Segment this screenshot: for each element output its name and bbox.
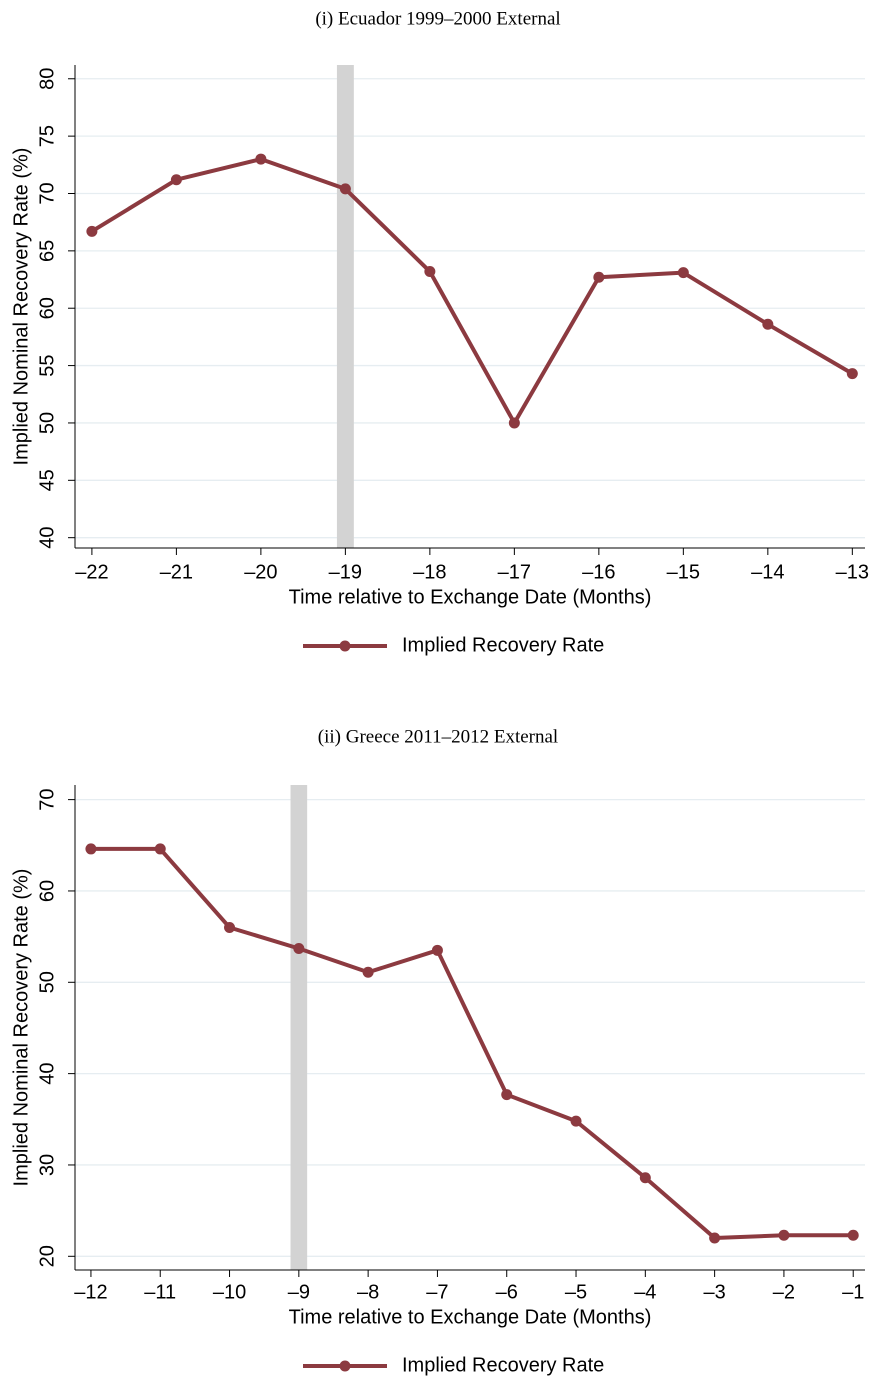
x-axis-title: Time relative to Exchange Date (Months)	[289, 586, 652, 608]
y-tick-label: 40	[36, 1063, 58, 1085]
point	[431, 944, 443, 956]
y-tick-label: 50	[36, 971, 58, 993]
y-tick-label: 40	[36, 527, 58, 549]
y-tick-label: 80	[36, 68, 58, 90]
point	[362, 966, 374, 978]
point	[154, 843, 166, 855]
y-tick-label: 75	[36, 125, 58, 147]
chart-title: (i) Ecuador 1999–2000 External	[315, 8, 560, 29]
point	[339, 183, 351, 195]
point	[501, 1089, 513, 1101]
legend-label: Implied Recovery Rate	[402, 1354, 604, 1376]
y-axis-title: Implied Nominal Recovery Rate (%)	[10, 869, 32, 1187]
x-tick-label: –5	[565, 1281, 587, 1303]
x-tick-label: –22	[75, 561, 108, 583]
series-line	[90, 846, 854, 1241]
y-tick-label: 70	[36, 788, 58, 810]
y-tick-label: 20	[36, 1245, 58, 1267]
x-tick-label: –21	[160, 561, 193, 583]
shaded-band	[290, 785, 308, 1270]
x-tick-label: –8	[357, 1281, 379, 1303]
y-tick-label: 30	[36, 1154, 58, 1176]
x-tick-label: –17	[498, 561, 531, 583]
x-tick-label: –4	[634, 1281, 656, 1303]
point	[709, 1232, 721, 1244]
y-tick-label: 55	[36, 354, 58, 376]
x-tick-label: –13	[836, 561, 869, 583]
point	[508, 417, 520, 429]
point	[846, 368, 858, 380]
x-tick-label: –19	[329, 561, 362, 583]
x-tick-label: –2	[773, 1281, 795, 1303]
x-tick-label: –11	[144, 1281, 176, 1303]
y-tick-label: 70	[36, 182, 58, 204]
y-tick-label: 60	[36, 297, 58, 319]
x-axis-title: Time relative to Exchange Date (Months)	[289, 1306, 652, 1328]
x-tick-label: –7	[426, 1281, 448, 1303]
chart-title: (ii) Greece 2011–2012 External	[318, 726, 558, 747]
point	[639, 1172, 651, 1184]
point	[293, 942, 305, 954]
x-tick-label: –18	[413, 561, 446, 583]
y-tick-label: 50	[36, 412, 58, 434]
point	[677, 267, 689, 279]
x-tick-label: –15	[667, 561, 700, 583]
point	[86, 225, 98, 237]
x-tick-label: –3	[703, 1281, 725, 1303]
x-tick-label: –14	[751, 561, 784, 583]
point	[593, 271, 605, 283]
x-tick-label: –9	[288, 1281, 310, 1303]
legend-marker	[339, 1360, 351, 1372]
point	[170, 174, 182, 186]
y-tick-label: 45	[36, 469, 58, 491]
x-tick-label: –12	[74, 1281, 107, 1303]
x-tick-label: –16	[582, 561, 615, 583]
shaded-band	[336, 65, 354, 548]
y-tick-label: 60	[36, 880, 58, 902]
x-tick-label: –10	[213, 1281, 246, 1303]
point	[224, 921, 236, 933]
x-tick-label: –6	[496, 1281, 518, 1303]
point	[255, 153, 267, 165]
point	[847, 1229, 859, 1241]
point	[778, 1229, 790, 1241]
x-tick-label: –1	[842, 1281, 864, 1303]
point	[762, 318, 774, 330]
point	[570, 1115, 582, 1127]
point	[424, 266, 436, 278]
y-axis-title: Implied Nominal Recovery Rate (%)	[10, 148, 32, 466]
x-tick-label: –20	[244, 561, 277, 583]
legend-marker	[339, 640, 351, 652]
legend-label: Implied Recovery Rate	[402, 634, 604, 656]
point	[85, 843, 97, 855]
y-tick-label: 65	[36, 240, 58, 262]
series-line	[90, 157, 854, 425]
